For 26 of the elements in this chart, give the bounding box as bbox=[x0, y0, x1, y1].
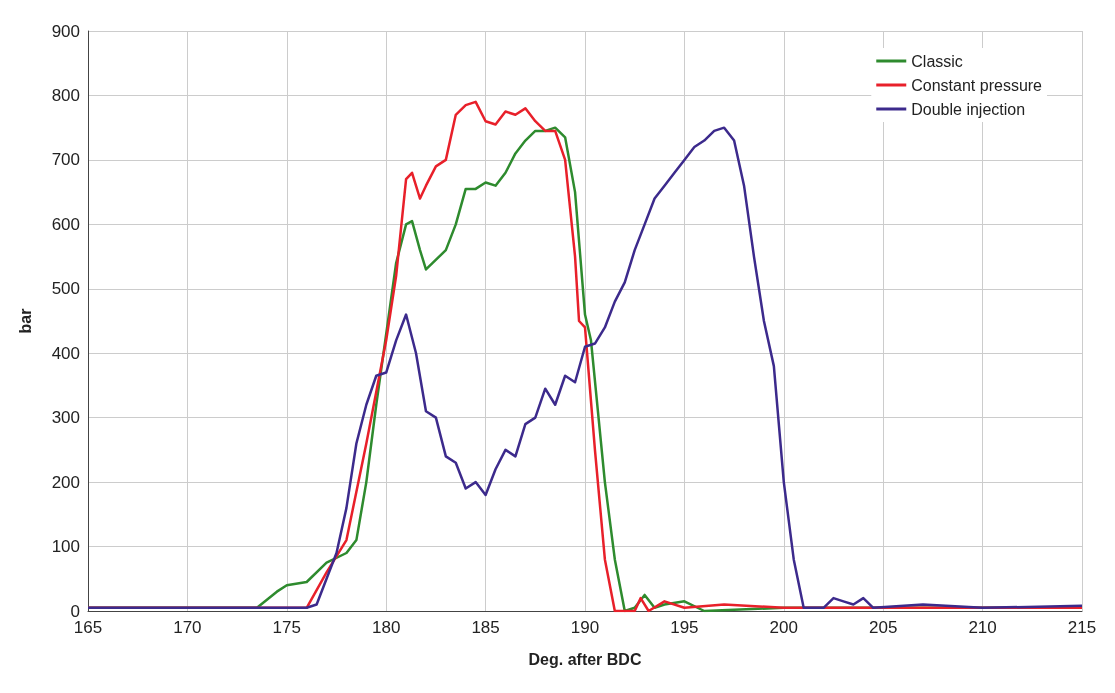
x-tick-label: 215 bbox=[1067, 618, 1097, 637]
x-tick-label: 205 bbox=[869, 618, 898, 637]
legend-label: Constant pressure bbox=[911, 76, 1043, 94]
legend-label: Double injection bbox=[911, 100, 1026, 118]
y-axis-title: bar bbox=[16, 308, 34, 334]
x-tick-label: 210 bbox=[968, 618, 997, 637]
x-tick-label: 185 bbox=[471, 618, 500, 637]
x-tick-label: 175 bbox=[272, 618, 301, 637]
x-tick-label: 200 bbox=[769, 618, 798, 637]
y-tick-label: 800 bbox=[51, 85, 80, 105]
y-tick-label: 0 bbox=[70, 601, 80, 621]
x-tick-label: 165 bbox=[73, 618, 103, 637]
x-axis-title: Deg. after BDC bbox=[528, 650, 642, 668]
y-tick-label: 100 bbox=[51, 537, 80, 557]
x-tick-label: 180 bbox=[372, 618, 401, 637]
y-tick-label: 200 bbox=[51, 472, 80, 492]
x-tick-label: 195 bbox=[670, 618, 699, 637]
legend-label: Classic bbox=[911, 52, 963, 70]
y-tick-label: 700 bbox=[51, 150, 80, 170]
y-tick-label: 400 bbox=[51, 343, 80, 363]
y-tick-label: 300 bbox=[51, 408, 80, 428]
y-tick-label: 600 bbox=[51, 214, 80, 234]
x-tick-label: 190 bbox=[570, 618, 600, 637]
y-tick-label: 500 bbox=[51, 279, 80, 299]
x-tick-label: 170 bbox=[173, 618, 202, 637]
y-tick-label: 900 bbox=[51, 21, 80, 41]
